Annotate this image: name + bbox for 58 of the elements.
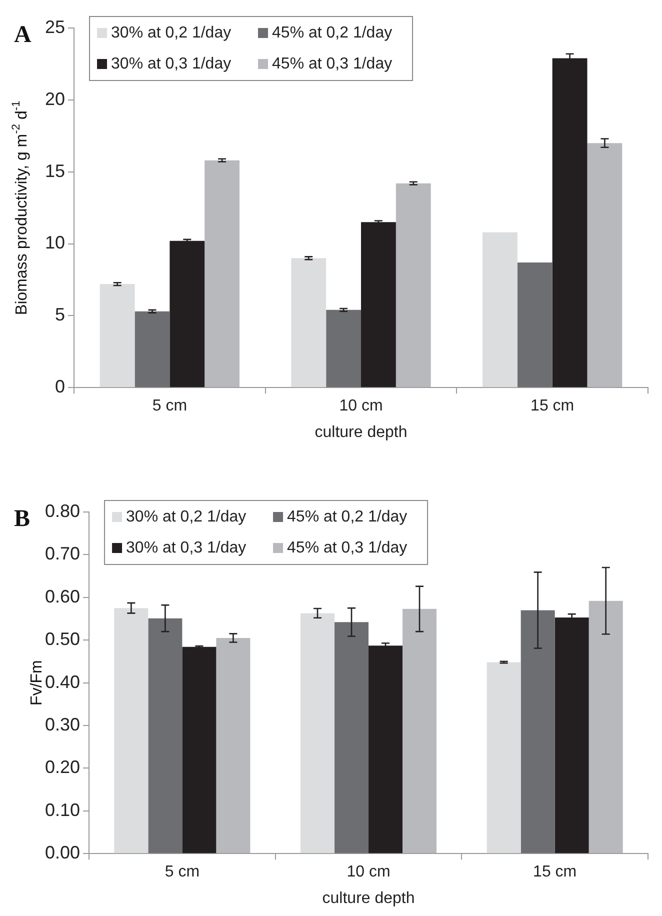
y-axis-title: Fv/Fm — [28, 660, 46, 706]
y-tick-label: 0.20 — [44, 757, 80, 778]
bar — [368, 646, 403, 854]
bar — [482, 232, 518, 388]
bar — [148, 618, 182, 854]
y-tick-label: 0.40 — [44, 672, 80, 692]
y-tick-label: 0.50 — [44, 629, 80, 650]
bar — [588, 600, 623, 854]
y-tick-label: 15 — [44, 160, 66, 181]
legend-label: 30% at 0,3 1/day — [111, 55, 232, 72]
y-tick-label: 0.60 — [44, 586, 80, 606]
y-tick-label: 0 — [55, 376, 66, 397]
y-tick-label: 10 — [44, 232, 66, 253]
legend-label: 30% at 0,3 1/day — [126, 539, 246, 556]
bar — [216, 638, 250, 854]
x-tick-label: 5 cm — [164, 864, 200, 881]
x-tick-label: 15 cm — [530, 398, 574, 415]
bar — [334, 622, 369, 854]
bar — [587, 143, 622, 388]
legend-label: 30% at 0,2 1/day — [126, 508, 246, 526]
legend-label: 45% at 0,2 1/day — [287, 508, 408, 526]
bar — [361, 222, 396, 388]
bar — [402, 608, 437, 854]
x-axis-title: culture depth — [322, 890, 415, 907]
x-axis-title: culture depth — [314, 424, 408, 441]
bar — [182, 646, 216, 854]
bar — [326, 310, 362, 388]
x-tick-label: 10 cm — [346, 864, 390, 881]
y-tick-label: 0.80 — [44, 500, 80, 521]
bar — [554, 617, 589, 854]
y-tick-label: 0.70 — [44, 544, 80, 564]
bar — [396, 183, 431, 388]
x-tick-label: 10 cm — [339, 398, 383, 415]
chart-title: A — [14, 22, 32, 48]
bar — [291, 258, 326, 388]
x-tick-label: 15 cm — [533, 864, 577, 881]
legend-label: 45% at 0,3 1/day — [287, 539, 408, 556]
y-tick-label: 25 — [44, 16, 66, 37]
y-tick-label: 0.10 — [44, 800, 80, 820]
legend-label: 30% at 0,2 1/day — [111, 24, 232, 42]
y-tick-label: 0.30 — [44, 714, 80, 734]
bar — [486, 662, 521, 854]
y-tick-label: 5 — [55, 304, 66, 325]
y-tick-label: 0.00 — [44, 842, 80, 863]
bar — [134, 311, 170, 388]
bar — [100, 284, 135, 388]
bar — [114, 608, 148, 854]
legend-label: 45% at 0,3 1/day — [272, 55, 392, 72]
bar — [300, 613, 335, 854]
y-axis-title: Biomass productivity, g m-2 d-1 — [10, 100, 30, 315]
bar — [520, 610, 555, 854]
chart-title: B — [14, 506, 30, 532]
bar — [204, 160, 240, 388]
x-tick-label: 5 cm — [152, 398, 188, 415]
bar — [170, 240, 205, 388]
bar — [517, 262, 552, 388]
y-tick-label: 20 — [44, 88, 66, 109]
legend-label: 45% at 0,2 1/day — [272, 24, 392, 42]
